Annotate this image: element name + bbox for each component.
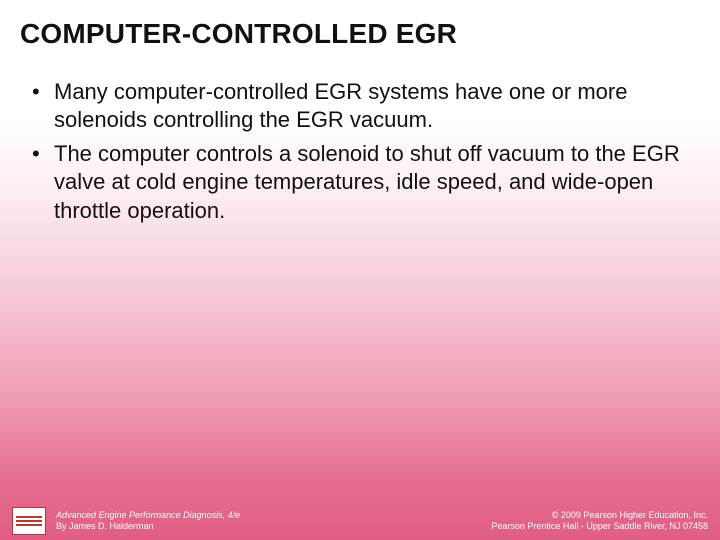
- quicktime-placeholder-icon: [12, 507, 46, 535]
- slide: COMPUTER-CONTROLLED EGR Many computer-co…: [0, 0, 720, 540]
- bullet-item: The computer controls a solenoid to shut…: [28, 140, 700, 224]
- bullet-item: Many computer-controlled EGR systems hav…: [28, 78, 700, 134]
- slide-title: COMPUTER-CONTROLLED EGR: [20, 18, 700, 50]
- footer-copyright: © 2009 Pearson Higher Education, Inc.: [491, 510, 708, 521]
- footer-imprint: Pearson Prentice Hall - Upper Saddle Riv…: [491, 521, 708, 532]
- footer-right: © 2009 Pearson Higher Education, Inc. Pe…: [491, 510, 708, 533]
- footer-book-title: Advanced Engine Performance Diagnosis, 4…: [56, 510, 491, 521]
- footer-author: By James D. Halderman: [56, 521, 491, 532]
- bullet-list: Many computer-controlled EGR systems hav…: [20, 78, 700, 225]
- footer: Advanced Engine Performance Diagnosis, 4…: [0, 502, 720, 540]
- footer-left: Advanced Engine Performance Diagnosis, 4…: [56, 510, 491, 533]
